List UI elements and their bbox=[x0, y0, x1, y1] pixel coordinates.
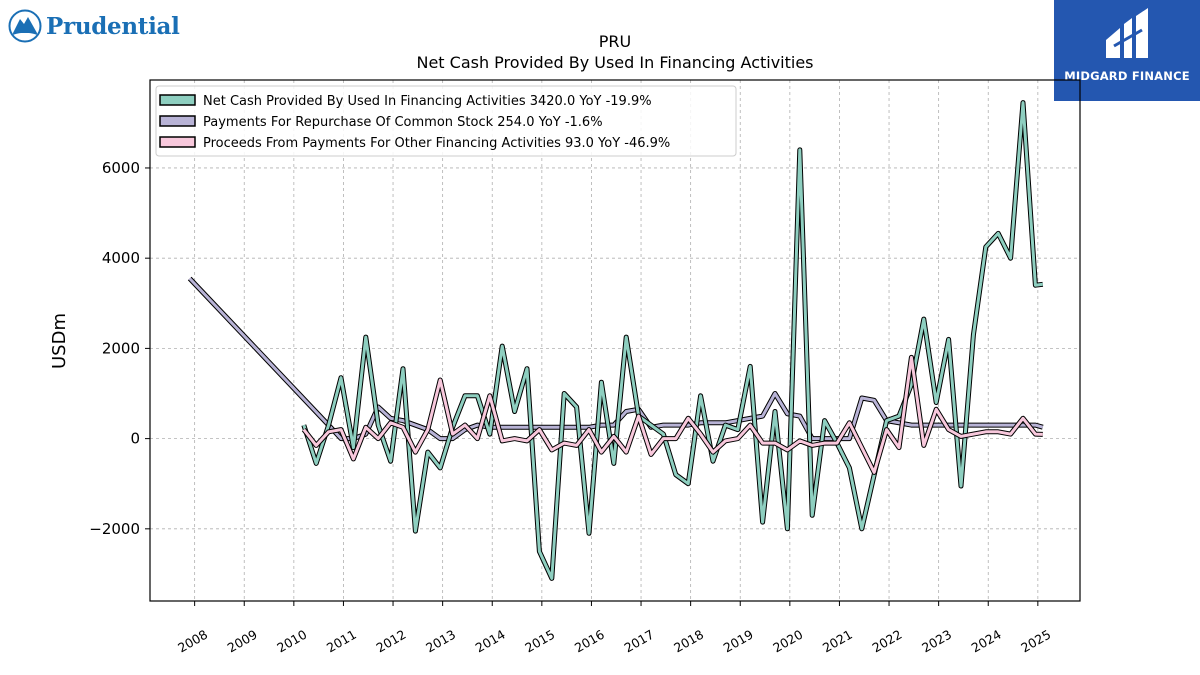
y-tick-label: 0 bbox=[130, 430, 140, 448]
x-tick-label: 2015 bbox=[522, 627, 557, 656]
series-line-0 bbox=[302, 101, 1043, 580]
series-lines bbox=[187, 100, 1044, 581]
series-line-2 bbox=[302, 355, 1043, 474]
chart-subtitle: Net Cash Provided By Used In Financing A… bbox=[416, 53, 813, 72]
x-tick-label: 2024 bbox=[969, 627, 1004, 656]
x-tick-label: 2025 bbox=[1018, 627, 1053, 656]
legend-entry: Payments For Repurchase Of Common Stock … bbox=[203, 115, 603, 130]
x-tick-label: 2019 bbox=[721, 627, 756, 656]
y-tick-label: 2000 bbox=[102, 339, 140, 357]
legend-swatch bbox=[159, 115, 196, 127]
x-tick-label: 2023 bbox=[919, 627, 954, 656]
x-tick-label: 2014 bbox=[473, 627, 508, 656]
x-tick-label: 2018 bbox=[671, 627, 706, 656]
midgard-finance-logo: MIDGARD FINANCE bbox=[1054, 0, 1200, 101]
x-tick-label: 2016 bbox=[572, 627, 607, 656]
midgard-logo-text: MIDGARD FINANCE bbox=[1064, 69, 1190, 83]
x-tick-label: 2020 bbox=[770, 627, 805, 656]
chart-title: PRU bbox=[599, 32, 631, 51]
x-tick-label: 2012 bbox=[373, 627, 408, 656]
x-axis-ticks: 2008 2009 2010 2011 2012 2013 2014 2015 2016 2017… bbox=[175, 601, 1053, 656]
legend-entry: Net Cash Provided By Used In Financing A… bbox=[203, 94, 652, 109]
y-tick-label: 4000 bbox=[102, 249, 140, 267]
legend: Net Cash Provided By Used In Financing A… bbox=[155, 85, 737, 157]
plot-frame bbox=[149, 79, 1081, 602]
legend-swatch bbox=[159, 136, 196, 148]
y-axis-ticks: −2000 0 2000 4000 6000 bbox=[89, 159, 150, 538]
x-tick-label: 2013 bbox=[423, 627, 458, 656]
legend-entry: Proceeds From Payments For Other Financi… bbox=[203, 136, 670, 151]
prudential-logo: Prudential bbox=[8, 6, 180, 46]
x-tick-label: 2022 bbox=[869, 627, 904, 656]
x-tick-label: 2008 bbox=[175, 627, 210, 656]
midgard-mark-icon bbox=[1106, 8, 1148, 58]
x-tick-label: 2011 bbox=[324, 627, 359, 656]
prudential-logo-text: Prudential bbox=[46, 12, 180, 40]
prudential-rock-icon bbox=[8, 9, 42, 43]
y-tick-label: 6000 bbox=[102, 159, 140, 177]
y-axis-label: USDm bbox=[49, 313, 70, 369]
y-tick-label: −2000 bbox=[89, 520, 140, 538]
x-tick-label: 2021 bbox=[820, 627, 855, 656]
x-tick-label: 2009 bbox=[225, 627, 260, 656]
legend-box bbox=[155, 85, 737, 157]
grid-lines bbox=[150, 80, 1080, 601]
x-tick-label: 2010 bbox=[274, 627, 309, 656]
legend-swatch bbox=[159, 94, 196, 106]
x-tick-label: 2017 bbox=[621, 627, 656, 656]
